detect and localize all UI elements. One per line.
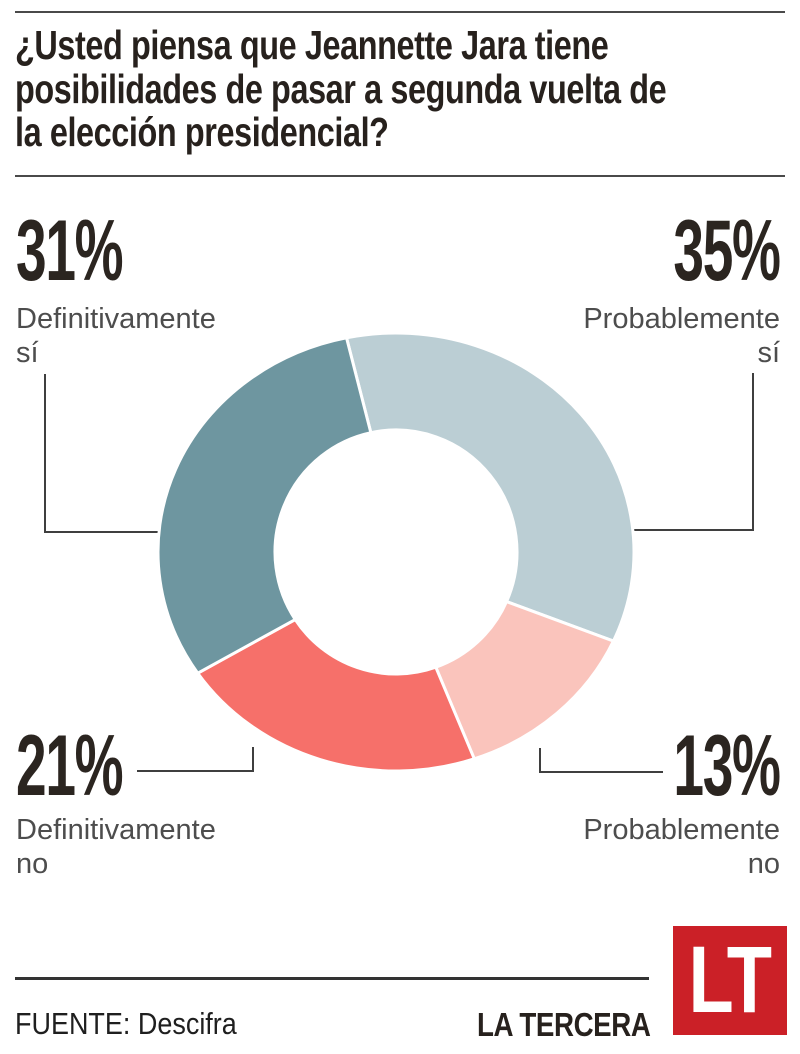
callout-probablemente-si: 35% Probablemente sí (583, 203, 782, 370)
connector-definitivamente-si (44, 374, 158, 533)
slice-probablemente-no (434, 600, 615, 761)
slice-definitivamente-s (156, 336, 373, 675)
page-title: ¿Usted piensa que Jeannette Jara tiene p… (15, 22, 800, 155)
lt-logo-text: LT (689, 927, 772, 1033)
value-definitivamente-si: 31% (16, 203, 124, 299)
label-probablemente-no: Probablemente no (583, 814, 780, 880)
value-probablemente-si: 35% (673, 203, 782, 299)
connector-definitivamente-no (137, 747, 254, 772)
brand-name: LA TERCERA (476, 1006, 651, 1043)
title-line-3: la elección presidencial? (15, 109, 389, 155)
donut-slices (156, 331, 636, 773)
lt-logo: LT (673, 926, 787, 1035)
label-definitivamente-no: Definitivamente no (16, 814, 216, 880)
label-probablemente-si: Probablemente sí (583, 303, 780, 369)
value-definitivamente-no: 21% (16, 718, 124, 814)
callout-definitivamente-no: 21% Definitivamente no (16, 718, 216, 881)
footer-rule (15, 977, 649, 980)
connector-probablemente-si (634, 373, 754, 531)
callout-probablemente-no: 13% Probablemente no (583, 718, 782, 881)
title-divider-rule (15, 175, 785, 177)
slice-probablemente-s (345, 331, 636, 643)
value-probablemente-no: 13% (673, 718, 782, 814)
title-line-1: ¿Usted piensa que Jeannette Jara tiene (15, 22, 609, 68)
top-rule (15, 11, 785, 13)
source-text: FUENTE: Descifra (15, 1006, 237, 1041)
callout-definitivamente-si: 31% Definitivamente sí (16, 203, 216, 370)
title-line-2: posibilidades de pasar a segunda vuelta … (15, 65, 667, 112)
slice-definitivamente-no (196, 618, 476, 773)
label-definitivamente-si: Definitivamente sí (16, 303, 216, 369)
connector-probablemente-no (539, 748, 663, 773)
